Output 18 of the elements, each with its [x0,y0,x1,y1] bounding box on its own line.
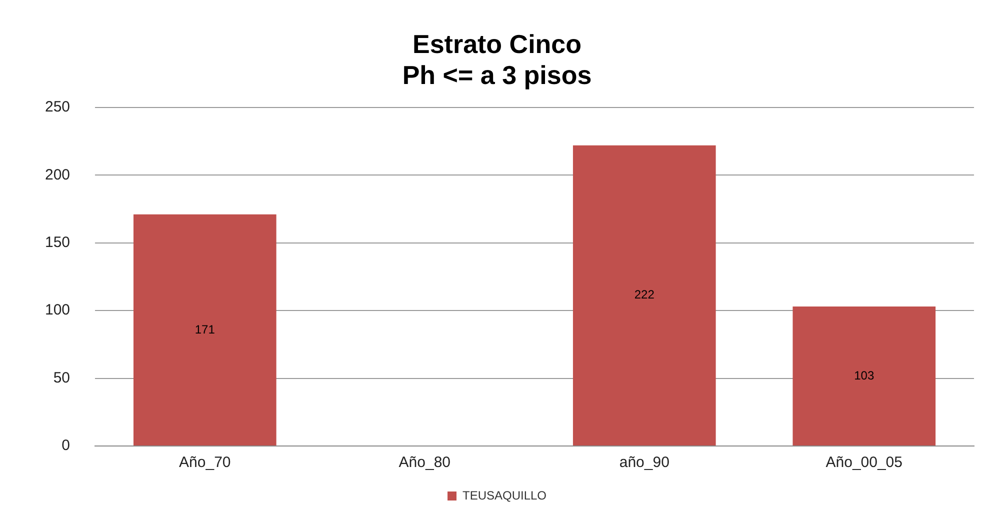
legend-label: TEUSAQUILLO [462,488,547,502]
x-tick-label: Año_00_05 [826,454,903,472]
y-tick-label: 200 [44,166,70,184]
x-tick-label: Año_80 [398,454,450,472]
bar [792,306,936,446]
bar [133,214,276,446]
bar [572,145,716,446]
y-tick-label: 50 [53,369,70,386]
data-label: 222 [634,288,655,302]
x-tick-label: Año_70 [179,454,231,472]
data-label: 171 [194,322,216,336]
y-tick-label: 100 [44,302,70,319]
data-label: 103 [854,368,874,382]
chart-title: Estrato Cinco Ph <= a 3 pisos [402,28,592,90]
y-tick-label: 250 [44,98,70,116]
x-tick-label: año_90 [619,454,670,472]
y-tick-label: 0 [62,437,70,454]
y-tick-label: 150 [44,234,70,251]
